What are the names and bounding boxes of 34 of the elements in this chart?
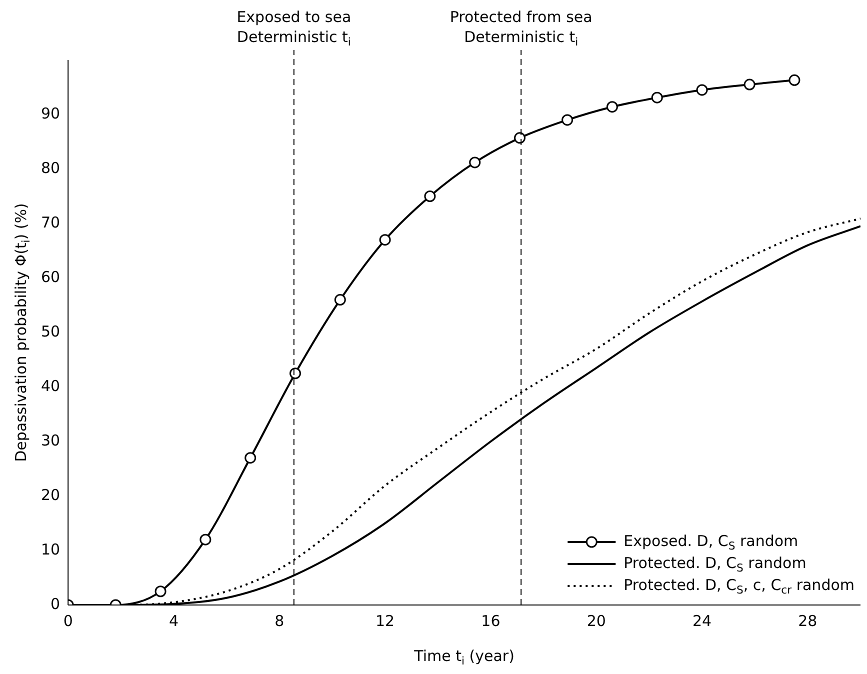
x-tick-label: 16 xyxy=(481,612,500,630)
point xyxy=(200,534,212,546)
x-tick-label: 8 xyxy=(274,612,284,630)
y-tick-label: 90 xyxy=(40,104,60,122)
y-tick-label: 50 xyxy=(40,322,60,340)
point xyxy=(379,234,391,246)
point xyxy=(514,132,526,144)
point xyxy=(562,114,574,126)
x-tick-label: 0 xyxy=(63,612,73,630)
point xyxy=(788,74,800,86)
x-tick-label: 12 xyxy=(376,612,395,630)
y-tick-label: 10 xyxy=(40,540,60,558)
y-tick-label: 20 xyxy=(40,486,60,504)
y-axis-title: Depassivation probability Φ(ti) (%) xyxy=(12,203,32,462)
point xyxy=(744,78,756,90)
point xyxy=(469,156,481,168)
y-tick-label: 0 xyxy=(50,594,60,613)
y-tick-label: 60 xyxy=(40,268,60,286)
x-tick-label: 24 xyxy=(692,612,712,630)
point xyxy=(606,101,618,113)
point xyxy=(424,190,436,202)
point xyxy=(651,92,663,104)
point xyxy=(244,452,256,464)
x-tick-label: 28 xyxy=(798,612,818,630)
y-tick-label: 70 xyxy=(40,213,60,232)
x-tick-label: 20 xyxy=(586,612,606,630)
y-tick-label: 30 xyxy=(40,431,60,450)
x-tick-label: 4 xyxy=(168,612,179,630)
y-tick-label: 80 xyxy=(40,158,60,177)
point xyxy=(334,294,346,306)
point xyxy=(154,586,166,598)
y-tick-label: 40 xyxy=(40,376,60,395)
point xyxy=(289,368,301,380)
point xyxy=(696,84,708,96)
